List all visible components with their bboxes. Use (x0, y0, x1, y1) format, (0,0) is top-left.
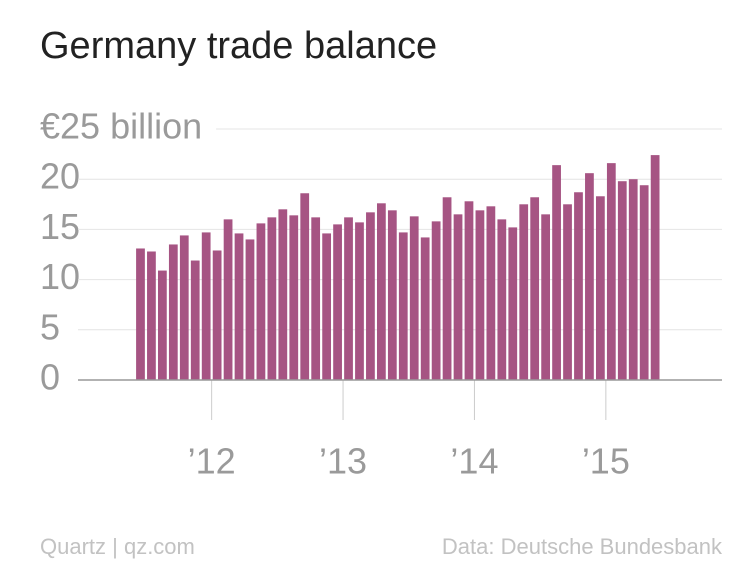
bar (650, 155, 660, 380)
bar (464, 201, 474, 380)
bar (355, 222, 364, 380)
chart-title: Germany trade balance (40, 25, 437, 67)
bar (639, 185, 649, 380)
bar (179, 235, 189, 380)
source-right: Data: Deutsche Bundesbank (442, 534, 723, 559)
bar (617, 181, 627, 380)
bar (322, 233, 332, 380)
bar (245, 239, 255, 380)
bar (530, 197, 540, 380)
bar (552, 165, 561, 380)
bar (585, 173, 594, 380)
bar (442, 197, 452, 380)
bar (398, 232, 408, 380)
bar (223, 219, 233, 380)
y-tick-label: 5 (40, 306, 60, 347)
x-tick-label: ’12 (188, 441, 236, 482)
bar (212, 250, 222, 380)
source-left: Quartz | qz.com (40, 534, 195, 559)
y-tick-label: 20 (40, 156, 80, 197)
bar (420, 237, 430, 380)
bar (563, 204, 572, 380)
bar (431, 221, 441, 380)
bar (508, 227, 518, 380)
bar (519, 204, 529, 380)
bar (157, 270, 167, 380)
bar (409, 216, 419, 380)
y-tick-label: 15 (40, 206, 80, 247)
bar (387, 210, 397, 380)
y-tick-label: €25 billion (40, 106, 202, 147)
bar (628, 179, 638, 380)
bar (300, 193, 310, 380)
bar (541, 214, 551, 380)
bar (366, 212, 375, 380)
bar (311, 217, 321, 380)
y-tick-label: 10 (40, 256, 80, 297)
bar (201, 232, 211, 380)
bar (344, 217, 353, 380)
bar (497, 219, 507, 380)
x-tick-label: ’13 (319, 441, 367, 482)
bar (606, 163, 616, 380)
x-tick-label: ’14 (450, 441, 498, 482)
bar (190, 260, 200, 380)
bar (147, 251, 156, 380)
y-tick-label: 0 (40, 357, 60, 398)
x-tick-label: ’15 (582, 441, 630, 482)
bar (574, 192, 583, 380)
bar (267, 217, 277, 380)
bar (453, 214, 463, 380)
bar (234, 233, 244, 380)
bar (376, 203, 386, 380)
bar (289, 215, 299, 380)
bar (136, 248, 145, 380)
bar (333, 224, 342, 380)
bar (256, 223, 266, 380)
bar (595, 196, 605, 380)
bar (278, 209, 288, 380)
bar (168, 244, 178, 380)
bar (475, 210, 485, 380)
bar (486, 206, 496, 380)
